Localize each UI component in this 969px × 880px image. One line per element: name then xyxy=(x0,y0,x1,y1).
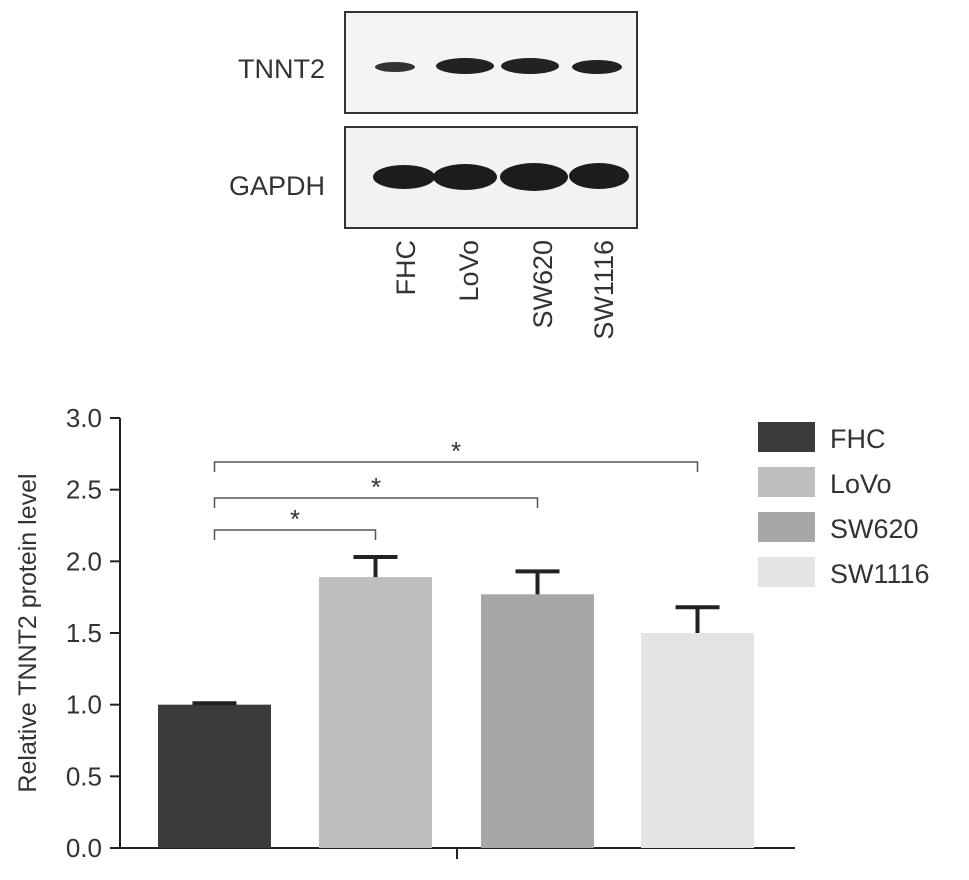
y-tick-label: 2.0 xyxy=(66,546,102,576)
lane-label: SW620 xyxy=(528,240,558,329)
band xyxy=(572,60,622,74)
y-tick-label: 2.5 xyxy=(66,475,102,505)
y-tick-label: 0.5 xyxy=(66,761,102,791)
legend-swatch xyxy=(758,557,815,587)
legend-swatch xyxy=(758,512,815,542)
bar xyxy=(481,594,594,848)
legend-label: FHC xyxy=(830,424,886,454)
significance-bracket xyxy=(213,529,377,540)
band xyxy=(373,165,435,189)
y-tick-label: 3.0 xyxy=(66,403,102,433)
significance-bracket xyxy=(213,497,539,508)
band xyxy=(569,163,629,189)
y-tick-label: 1.0 xyxy=(66,690,102,720)
bar xyxy=(641,633,754,848)
band xyxy=(501,58,559,74)
legend-swatch xyxy=(758,467,815,497)
band xyxy=(436,58,494,74)
y-tick-label: 0.0 xyxy=(66,833,102,863)
legend-swatch xyxy=(758,422,815,452)
legend-label: SW620 xyxy=(830,514,919,544)
significance-label: * xyxy=(371,472,381,502)
significance-label: * xyxy=(451,436,461,466)
band xyxy=(433,164,497,190)
blot-row-label: TNNT2 xyxy=(238,54,325,84)
western-blot: TNNT2 GAPDH FHC LoVo SW620 SW1116 xyxy=(229,11,638,340)
bar xyxy=(319,577,432,848)
lane-label: SW1116 xyxy=(589,240,619,340)
significance-bracket xyxy=(213,461,699,472)
lane-label: LoVo xyxy=(454,240,484,302)
y-axis-label: Relative TNNT2 protein level xyxy=(14,473,42,792)
bar xyxy=(158,704,271,848)
legend-label: LoVo xyxy=(830,469,892,499)
legend-label: SW1116 xyxy=(830,559,930,589)
band xyxy=(375,62,415,72)
lane-label: FHC xyxy=(391,240,421,296)
significance-label: * xyxy=(290,504,300,534)
blot-row-label: GAPDH xyxy=(229,171,325,201)
y-tick-label: 1.5 xyxy=(66,618,102,648)
band xyxy=(500,163,568,191)
